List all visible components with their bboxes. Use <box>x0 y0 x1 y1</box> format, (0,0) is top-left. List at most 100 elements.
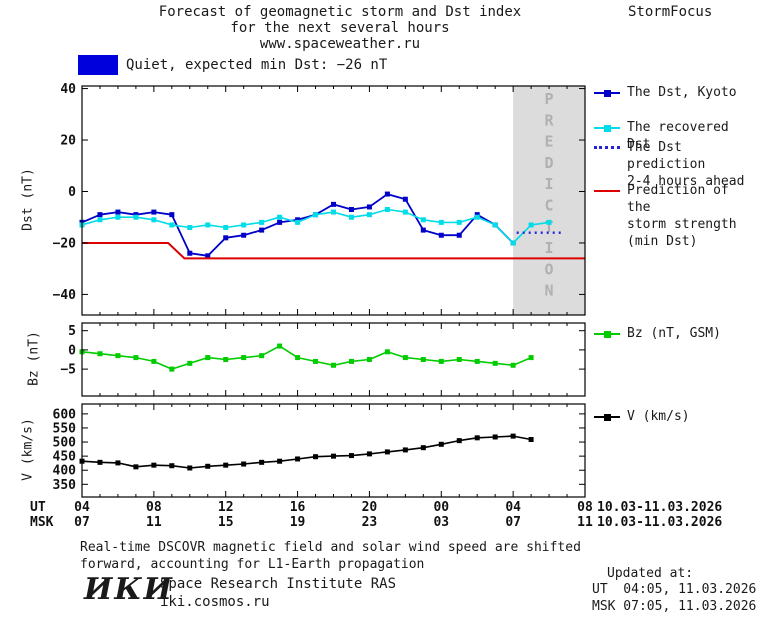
footnote-line-1: Real-time DSCOVR magnetic field and sola… <box>80 540 581 555</box>
series-v-km-s-point <box>223 462 229 468</box>
series-v-km-s-point <box>438 441 444 447</box>
series-bz-nt-gsm-point <box>277 343 283 349</box>
series-the-recovered-dst-point <box>492 222 498 228</box>
msk-row-label: MSK <box>30 515 54 530</box>
quiet-status-label: Quiet, expected min Dst: −26 nT <box>126 57 388 73</box>
prediction-zone-letter: P <box>545 90 554 108</box>
bz-ytick-label: 0 <box>68 343 76 358</box>
series-the-recovered-dst-point <box>169 222 175 228</box>
series-bz-nt-gsm-point <box>151 358 157 364</box>
ut-date-label: 10.03-11.03.2026 <box>597 500 722 515</box>
series-the-dst-kyoto-point <box>474 212 480 218</box>
series-bz-nt-gsm-point <box>133 355 139 361</box>
prediction-zone-letter: T <box>545 218 554 236</box>
msk-tick-label: 07 <box>505 515 521 530</box>
series-the-recovered-dst-point <box>313 212 319 218</box>
series-the-dst-kyoto-point <box>151 209 157 215</box>
series-the-dst-kyoto-point <box>259 227 265 233</box>
series-v-km-s-point <box>277 458 283 464</box>
series-v-km-s-point <box>510 433 516 439</box>
legend-v: V (km/s) <box>594 408 690 425</box>
msk-date-label: 10.03-11.03.2026 <box>597 515 722 530</box>
series-bz-nt-gsm-point <box>169 366 175 372</box>
series-v-km-s-point <box>331 453 336 459</box>
prediction-zone-letter: R <box>545 111 555 129</box>
prediction-zone-letter: D <box>545 154 554 172</box>
dst-ytick-label: 40 <box>60 82 76 97</box>
legend-storm-strength-label: Prediction of the storm strength (min Ds… <box>627 183 737 249</box>
v-ytick-label: 500 <box>53 436 77 451</box>
series-bz-nt-gsm-point <box>510 362 516 368</box>
series-the-recovered-dst-point <box>259 219 265 225</box>
recovered-dst-marker-icon <box>594 123 620 133</box>
institute-name: Space Research Institute RAS <box>160 576 397 592</box>
ut-tick-label: 16 <box>290 500 306 515</box>
series-v-km-s-point <box>187 465 193 471</box>
dst-ytick-label: 20 <box>60 134 76 149</box>
series-the-recovered-dst-point <box>277 214 283 220</box>
series-bz-nt-gsm-point <box>241 355 247 361</box>
series-the-recovered-dst-point <box>384 207 390 213</box>
series-v-km-s-point <box>420 445 426 451</box>
series-v-km-s-point <box>241 461 247 467</box>
series-the-recovered-dst-point <box>420 217 426 223</box>
series-the-dst-kyoto-point <box>277 219 283 225</box>
series-the-recovered-dst-point <box>97 217 103 223</box>
bz-ytick-label: −5 <box>60 363 76 378</box>
msk-tick-label: 11 <box>146 515 162 530</box>
series-the-recovered-dst-point <box>510 240 516 246</box>
series-v-km-s-point <box>97 459 103 465</box>
series-the-recovered-dst-point <box>348 214 354 220</box>
series-v-km-s-point <box>366 451 372 457</box>
series-the-dst-kyoto-point <box>115 209 121 215</box>
title-line-3: www.spaceweather.ru <box>259 36 421 52</box>
series-the-recovered-dst-point <box>151 217 157 223</box>
dst-ytick-label: 0 <box>68 185 76 200</box>
series-the-recovered-dst-point <box>438 219 444 225</box>
series-the-dst-kyoto-point <box>97 212 103 218</box>
series-bz-nt-gsm-point <box>492 360 498 366</box>
series-v-km-s-point <box>402 447 408 453</box>
series-bz-nt-gsm-point <box>528 355 534 361</box>
series-the-dst-kyoto-point <box>223 235 229 241</box>
series-v-km-s-point <box>384 449 390 455</box>
series-the-recovered-dst-point <box>546 219 552 225</box>
msk-tick-label: 19 <box>290 515 306 530</box>
ut-tick-label: 12 <box>218 500 234 515</box>
dst-kyoto-marker-icon <box>594 88 620 98</box>
series-the-dst-kyoto-point <box>241 232 247 238</box>
msk-tick-label: 23 <box>362 515 378 530</box>
series-the-dst-kyoto <box>81 193 514 257</box>
ut-tick-label: 04 <box>505 500 521 515</box>
v-ytick-label: 450 <box>53 450 77 465</box>
quiet-status-swatch <box>78 55 118 75</box>
series-the-dst-kyoto-point <box>438 232 444 238</box>
series-the-recovered-dst-point <box>187 225 193 231</box>
series-the-dst-kyoto-point <box>456 232 462 238</box>
title-line-2: for the next several hours <box>230 20 450 36</box>
v-marker-icon <box>594 412 620 422</box>
v-axis-label: V (km/s) <box>20 418 36 481</box>
footnote-line-2: forward, accounting for L1-Earth propaga… <box>80 557 425 572</box>
v-ytick-label: 600 <box>53 407 77 422</box>
updated-msk: MSK 07:05, 11.03.2026 <box>592 599 757 614</box>
bz-marker-icon <box>594 329 620 339</box>
series-v-km-s-point <box>348 453 354 459</box>
series-the-dst-kyoto-point <box>384 191 390 197</box>
series-the-recovered-dst-point <box>223 225 229 231</box>
v-panel-frame <box>81 403 586 498</box>
series-bz-nt-gsm-point <box>223 357 229 362</box>
msk-tick-label: 07 <box>74 515 90 530</box>
series-the-dst-kyoto-point <box>402 196 408 202</box>
series-bz-nt-gsm-point <box>366 357 372 362</box>
prediction-zone <box>513 86 585 315</box>
updated-ut: UT 04:05, 11.03.2026 <box>592 582 757 597</box>
legend-recovered-dst: The recovered Dst <box>594 119 760 153</box>
series-the-dst-kyoto-point <box>187 250 193 256</box>
series-the-recovered-dst-point <box>528 222 534 228</box>
legend-dst-kyoto: The Dst, Kyoto <box>594 84 737 101</box>
prediction-zone-letter: I <box>545 175 554 193</box>
series-v-km-s-point <box>205 463 211 469</box>
series-the-dst-kyoto-point <box>133 212 139 218</box>
